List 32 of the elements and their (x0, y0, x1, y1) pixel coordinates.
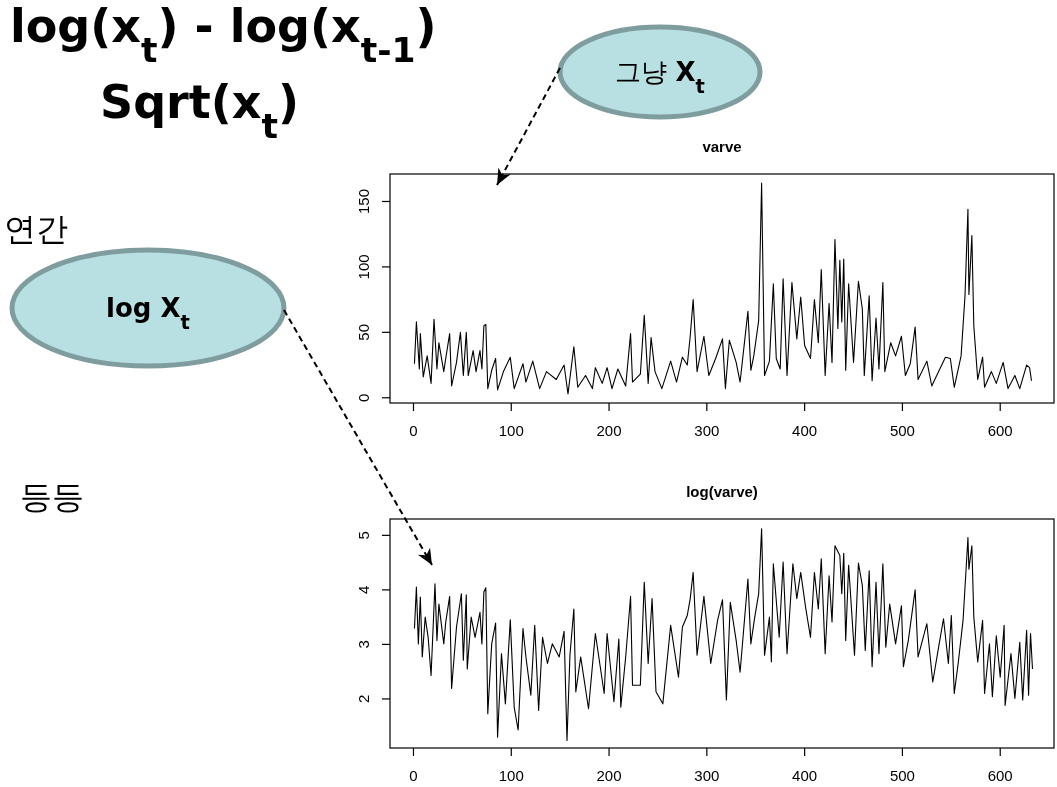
x-tick-label: 0 (409, 422, 418, 439)
chart-title: varve (702, 138, 742, 155)
x-tick-label: 200 (596, 767, 622, 784)
x-tick-label: 0 (409, 767, 418, 784)
y-tick-label: 5 (355, 531, 373, 540)
x-tick-label: 600 (987, 767, 1013, 784)
x-tick-label: 200 (596, 422, 622, 439)
text: 등등 (20, 478, 84, 516)
line-series (413, 182, 1033, 395)
y-tick-label: 4 (355, 585, 373, 595)
y-tick-label: 100 (355, 254, 373, 280)
text: log(x$_{t}$) - log(x$_{t-1}$) (10, 0, 437, 70)
line-series (413, 528, 1034, 741)
x-tick-label: 500 (889, 422, 915, 439)
y-tick-label: 2 (355, 694, 373, 704)
x-tick-label: 600 (987, 422, 1013, 439)
y-tick-label: 3 (355, 640, 373, 649)
x-tick-label: 100 (498, 422, 524, 439)
text: Sqrt(x$_{t}$) (100, 75, 299, 146)
x-tick-label: 400 (792, 422, 818, 439)
chart-title: log(varve) (686, 483, 758, 500)
text: log X$_{t}$ (106, 293, 190, 334)
x-tick-label: 500 (889, 767, 915, 784)
x-tick-label: 100 (498, 767, 524, 784)
y-tick-label: 150 (355, 188, 373, 214)
y-tick-label: 50 (355, 323, 373, 341)
text: 그냥 X$_{t}$ (615, 57, 705, 98)
y-tick-label: 0 (355, 393, 373, 402)
x-tick-label: 400 (792, 767, 818, 784)
text: 연간 (4, 210, 68, 248)
x-tick-label: 300 (694, 767, 720, 784)
x-tick-label: 300 (694, 422, 720, 439)
